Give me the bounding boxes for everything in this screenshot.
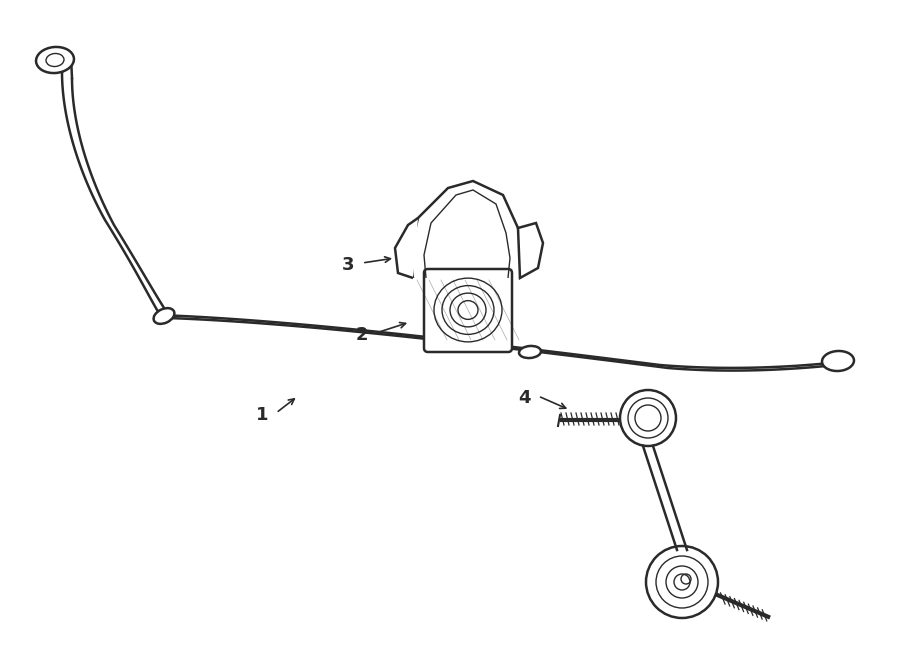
Ellipse shape [46, 54, 64, 67]
Ellipse shape [154, 308, 175, 324]
Ellipse shape [822, 351, 854, 371]
Text: 3: 3 [342, 256, 355, 274]
Text: 2: 2 [356, 326, 368, 344]
Text: 4: 4 [518, 389, 530, 407]
Polygon shape [395, 218, 418, 278]
FancyBboxPatch shape [424, 269, 512, 352]
Text: 1: 1 [256, 406, 268, 424]
Polygon shape [518, 223, 543, 278]
Ellipse shape [36, 47, 74, 73]
Ellipse shape [519, 346, 541, 358]
Polygon shape [410, 181, 523, 278]
